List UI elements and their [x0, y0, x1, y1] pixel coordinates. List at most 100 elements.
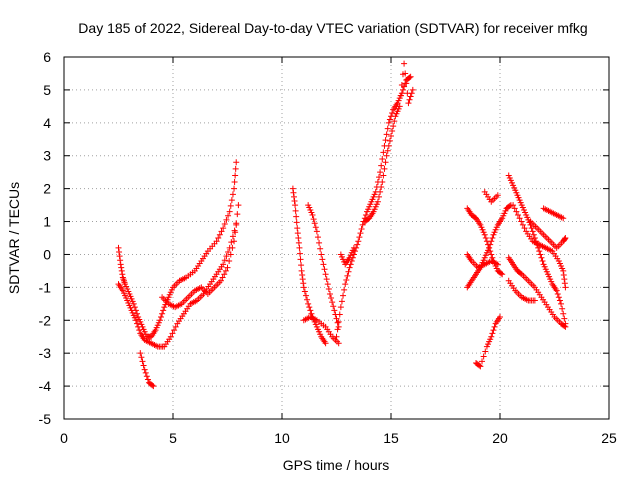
data-point	[132, 317, 139, 324]
data-point	[321, 266, 328, 273]
data-point	[171, 327, 178, 334]
data-point	[383, 131, 390, 138]
data-point	[553, 287, 560, 294]
data-point	[224, 264, 231, 271]
data-point	[489, 254, 496, 261]
data-point	[292, 202, 299, 209]
data-point	[231, 179, 238, 186]
data-point	[398, 81, 405, 88]
data-point	[499, 271, 506, 278]
data-point	[232, 172, 239, 179]
x-tick-label: 20	[492, 430, 508, 446]
data-point	[306, 304, 313, 311]
data-point	[311, 220, 318, 227]
data-point	[405, 100, 412, 107]
data-point	[215, 235, 222, 241]
data-point	[556, 297, 563, 304]
data-point	[343, 276, 350, 283]
data-point	[374, 198, 381, 205]
data-point	[384, 147, 391, 154]
data-point	[336, 311, 343, 318]
data-point	[228, 239, 235, 246]
data-point	[560, 267, 567, 274]
data-point	[334, 326, 341, 333]
data-point	[293, 213, 300, 220]
data-point	[294, 225, 301, 232]
data-point	[308, 310, 315, 317]
data-point	[383, 152, 390, 159]
data-point	[307, 307, 314, 314]
data-point	[160, 307, 167, 314]
data-point	[357, 230, 364, 237]
data-point	[221, 257, 228, 264]
data-point	[228, 197, 235, 204]
data-point	[328, 295, 335, 302]
data-point	[115, 244, 122, 251]
data-point	[497, 313, 503, 320]
data-point	[561, 315, 568, 322]
data-point	[347, 261, 354, 268]
data-point	[354, 241, 361, 248]
plot-frame	[63, 56, 610, 420]
data-point	[227, 251, 234, 258]
data-point	[302, 292, 309, 299]
data-point	[528, 225, 535, 232]
data-point	[314, 234, 321, 241]
data-point	[130, 300, 137, 307]
data-point	[554, 290, 561, 297]
data-point	[382, 137, 389, 144]
data-point	[296, 244, 303, 251]
x-tick-label: 10	[274, 430, 290, 446]
data-point	[480, 353, 487, 360]
data-point	[378, 183, 385, 190]
data-point	[494, 192, 501, 199]
x-tick-label: 25	[601, 430, 617, 446]
data-point	[232, 165, 239, 172]
data-point	[401, 60, 408, 67]
data-point	[309, 211, 316, 218]
data-point	[560, 310, 567, 317]
data-point	[316, 239, 323, 246]
data-point	[494, 261, 501, 268]
data-point	[376, 193, 383, 200]
axis-ticks	[63, 56, 610, 420]
data-point	[320, 261, 327, 268]
y-tick-label: 1	[43, 214, 51, 230]
data-point	[337, 304, 344, 311]
data-point	[142, 369, 149, 376]
data-point	[295, 235, 302, 241]
data-point	[144, 376, 151, 383]
data-point	[482, 235, 489, 241]
data-point	[140, 362, 147, 369]
data-point	[359, 221, 366, 228]
data-point	[555, 294, 562, 301]
x-tick-label: 15	[383, 430, 399, 446]
data-point	[378, 162, 385, 169]
data-point	[136, 327, 143, 334]
data-points	[115, 60, 569, 390]
data-point	[221, 271, 228, 278]
x-axis-label: GPS time / hours	[283, 457, 390, 473]
data-point	[386, 116, 393, 123]
data-point	[296, 250, 303, 257]
data-point	[289, 185, 296, 192]
data-point	[300, 280, 307, 287]
data-point	[229, 191, 236, 198]
data-point	[226, 258, 233, 265]
data-point	[402, 70, 409, 77]
data-point	[231, 185, 238, 192]
data-point	[304, 296, 311, 303]
data-point	[293, 219, 300, 226]
data-point	[490, 327, 497, 334]
data-point	[536, 248, 543, 255]
data-point	[139, 358, 146, 365]
data-point	[118, 267, 125, 274]
data-point	[406, 96, 413, 103]
data-point	[172, 323, 179, 330]
data-point	[386, 137, 393, 144]
data-point	[169, 330, 176, 337]
data-point	[481, 231, 488, 238]
data-point	[516, 215, 523, 222]
data-point	[514, 211, 521, 218]
